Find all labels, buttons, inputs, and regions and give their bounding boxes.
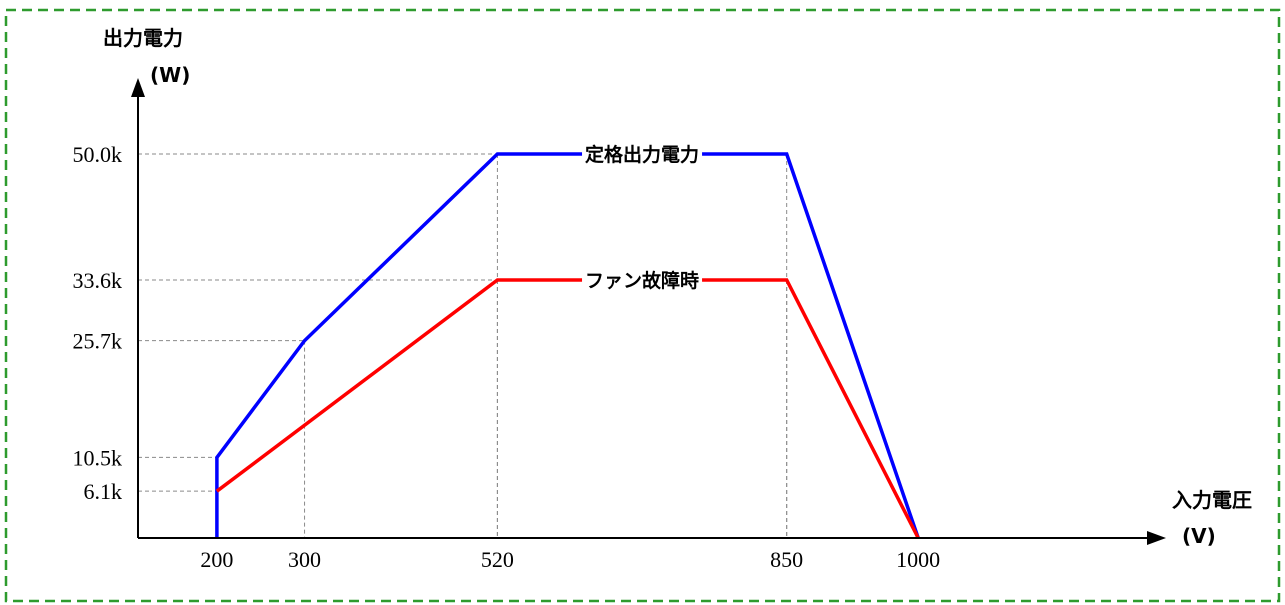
x-axis-unit: (V) bbox=[1182, 524, 1216, 548]
tick-labels: 50.0k 33.6k 25.7k 10.5k 6.1k 200 300 520 850 1000 bbox=[73, 142, 941, 572]
series-label-1: ファン故障時 bbox=[585, 269, 699, 292]
x-tick-label: 300 bbox=[288, 547, 321, 572]
y-tick-label: 33.6k bbox=[73, 268, 123, 293]
chart-frame bbox=[4, 8, 1281, 603]
series-lines bbox=[215, 152, 920, 539]
x-tick-label: 200 bbox=[200, 547, 233, 572]
x-axis-arrow bbox=[1147, 531, 1166, 545]
y-tick-label: 50.0k bbox=[73, 142, 123, 167]
x-tick-label: 520 bbox=[481, 547, 514, 572]
x-tick-label: 1000 bbox=[896, 547, 940, 572]
x-axis-title: 入力電圧 bbox=[1172, 488, 1252, 512]
y-tick-label: 6.1k bbox=[84, 479, 123, 504]
y-tick-label: 25.7k bbox=[73, 329, 123, 354]
series-line-0 bbox=[215, 152, 920, 539]
series-label-background bbox=[582, 142, 703, 167]
y-axis-title: 出力電力 bbox=[103, 26, 183, 50]
y-tick-label: 10.5k bbox=[73, 445, 123, 470]
y-axis-arrow bbox=[131, 78, 145, 97]
guide-lines bbox=[138, 153, 788, 538]
series-label-0: 定格出力電力 bbox=[585, 143, 699, 166]
y-axis-unit: (W) bbox=[150, 63, 190, 87]
axes bbox=[131, 78, 1166, 545]
x-tick-label: 850 bbox=[770, 547, 803, 572]
series-line-1 bbox=[215, 278, 920, 539]
series-label-background bbox=[582, 267, 703, 293]
